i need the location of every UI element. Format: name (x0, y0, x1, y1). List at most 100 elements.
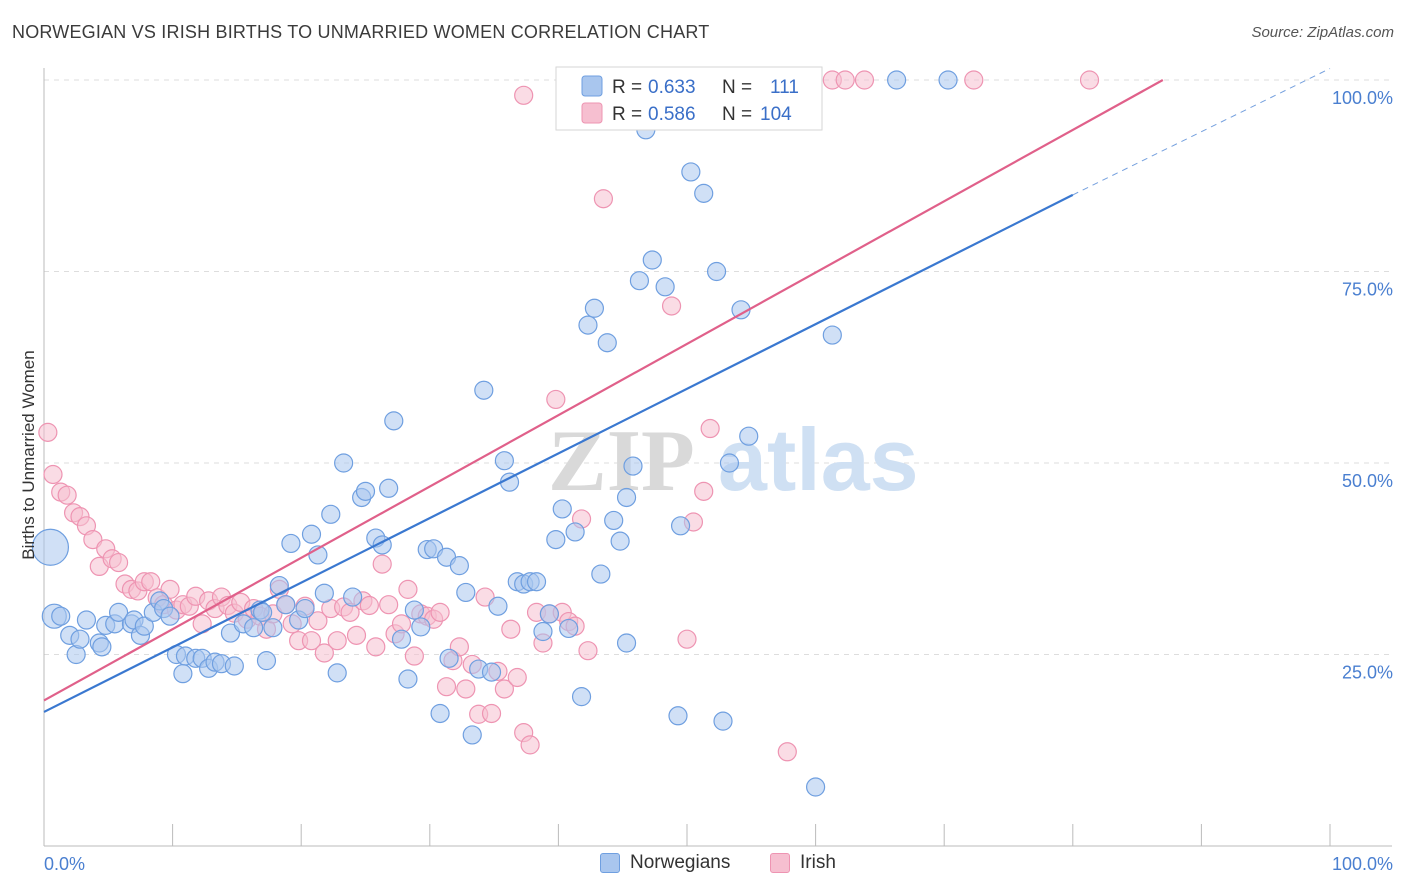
norwegian-point-91 (623, 456, 643, 476)
irish-point-72 (501, 619, 521, 639)
norwegian-point-68 (481, 662, 502, 682)
norwegian-point-38 (281, 533, 301, 554)
watermark-atlas: atlas (718, 410, 919, 509)
grid-lines (44, 79, 1392, 655)
irish-point-84 (578, 641, 598, 661)
legend-r-value-2: 0.586 (648, 104, 696, 125)
norwegian-point-80 (559, 618, 579, 639)
irish-point-1 (43, 464, 63, 485)
norwegian-point-19 (160, 606, 180, 626)
irish-trend-line (43, 79, 1164, 702)
irish-point-50 (359, 595, 379, 616)
norwegian-point-108 (805, 777, 826, 797)
norwegian-point-79 (552, 499, 572, 519)
norwegian-point-40 (295, 598, 315, 619)
norwegian-point-47 (343, 587, 363, 607)
norwegian-point-83 (578, 315, 598, 335)
norwegian-point-60 (430, 703, 450, 724)
norwegian-trend-extension (1072, 68, 1331, 196)
norwegian-point-110 (887, 70, 907, 90)
norwegian-point-5 (70, 629, 90, 649)
irish-point-52 (372, 554, 392, 574)
legend-swatch-irish (581, 102, 603, 124)
norwegian-point-6 (76, 610, 97, 630)
irish-point-95 (694, 481, 714, 501)
irish-point-69 (481, 703, 502, 724)
y-axis-label: Births to Unmarried Women (19, 350, 38, 559)
irish-point-65 (456, 679, 476, 699)
norwegian-point-84 (584, 298, 605, 318)
norwegian-point-62 (439, 648, 459, 668)
irish-point-41 (301, 631, 322, 651)
irish-point-51 (366, 637, 386, 657)
norwegian-point-97 (670, 516, 691, 536)
norwegian-point-78 (546, 529, 566, 550)
norwegian-point-92 (629, 271, 650, 291)
norwegian-point-99 (694, 183, 714, 203)
norwegian-point-101 (713, 711, 733, 731)
norwegian-point-109 (822, 325, 842, 345)
norwegian-point-105 (739, 426, 759, 446)
norwegian-point-55 (398, 669, 418, 689)
irish-point-73 (507, 667, 527, 688)
norwegian-point-35 (263, 618, 283, 638)
chart-title: NORWEGIAN VS IRISH BIRTHS TO UNMARRIED W… (12, 22, 710, 42)
irish-point-91 (661, 296, 682, 316)
y-tick-label-25: 25.0% (1342, 663, 1393, 683)
norwegian-point-82 (571, 687, 592, 707)
norwegian-point-41 (301, 524, 322, 544)
norwegian-point-98 (681, 162, 701, 182)
norwegian-point-102 (719, 453, 740, 473)
norwegian-point-64 (456, 582, 476, 603)
legend-swatch-norwegians (581, 75, 603, 97)
norwegian-point-88 (610, 531, 630, 551)
norwegian-point-44 (321, 504, 341, 524)
norwegian-point-75 (526, 572, 547, 592)
irish-point-3 (57, 485, 77, 505)
norwegian-point-85 (591, 564, 611, 584)
legend-item-irish[interactable]: Irish (770, 852, 836, 874)
norwegian-point-81 (565, 522, 585, 542)
legend-r-label-2: R = (612, 104, 642, 125)
irish-point-93 (677, 629, 697, 649)
norwegian-point-54 (391, 629, 412, 649)
y-tick-label-50: 50.0% (1342, 471, 1393, 491)
irish-point-62 (436, 677, 457, 697)
source-credit: Source: ZipAtlas.com (1251, 24, 1394, 41)
norwegian-point-95 (655, 277, 675, 297)
y-tick-label-100: 100.0% (1332, 88, 1393, 108)
x-tick-label-min: 0.0% (44, 854, 85, 874)
norwegian-point-46 (334, 453, 354, 473)
trend-lines (43, 68, 1331, 713)
irish-point-102 (854, 70, 875, 90)
series-legend: Norwegians Irish (0, 850, 1406, 880)
norwegian-point-69 (488, 596, 508, 616)
legend-n-value-2: 104 (760, 104, 792, 125)
norwegian-point-94 (642, 250, 662, 270)
irish-point-48 (346, 625, 367, 645)
norwegian-point-43 (314, 583, 334, 603)
irish-point-16 (141, 572, 161, 592)
norwegian-point-77 (539, 604, 559, 624)
irish-point-0 (38, 422, 58, 442)
norwegian-point-31 (244, 618, 264, 638)
y-tick-label-75: 75.0% (1342, 280, 1393, 300)
irish-swatch (770, 853, 790, 873)
stats-legend: R = 0.633 N = 111 R = 0.586 N = 104 (555, 66, 823, 131)
irish-point-86 (593, 189, 614, 209)
norwegian-point-63 (449, 556, 469, 576)
irish-point-71 (494, 679, 514, 699)
legend-n-value-1: 111 (770, 77, 799, 98)
axes (43, 68, 1392, 847)
legend-item-norwegians[interactable]: Norwegians (600, 852, 730, 874)
norwegian-point-70 (494, 451, 514, 471)
norwegian-point-111 (938, 70, 958, 90)
norwegian-point-8 (92, 637, 112, 657)
norwegian-point-56 (404, 600, 424, 620)
irish-point-11 (108, 552, 129, 573)
irish-point-61 (430, 602, 450, 622)
irish-point-53 (379, 595, 399, 615)
irish-point-103 (964, 70, 984, 90)
norwegian-point-37 (276, 595, 296, 615)
norwegian-point-49 (355, 481, 376, 501)
